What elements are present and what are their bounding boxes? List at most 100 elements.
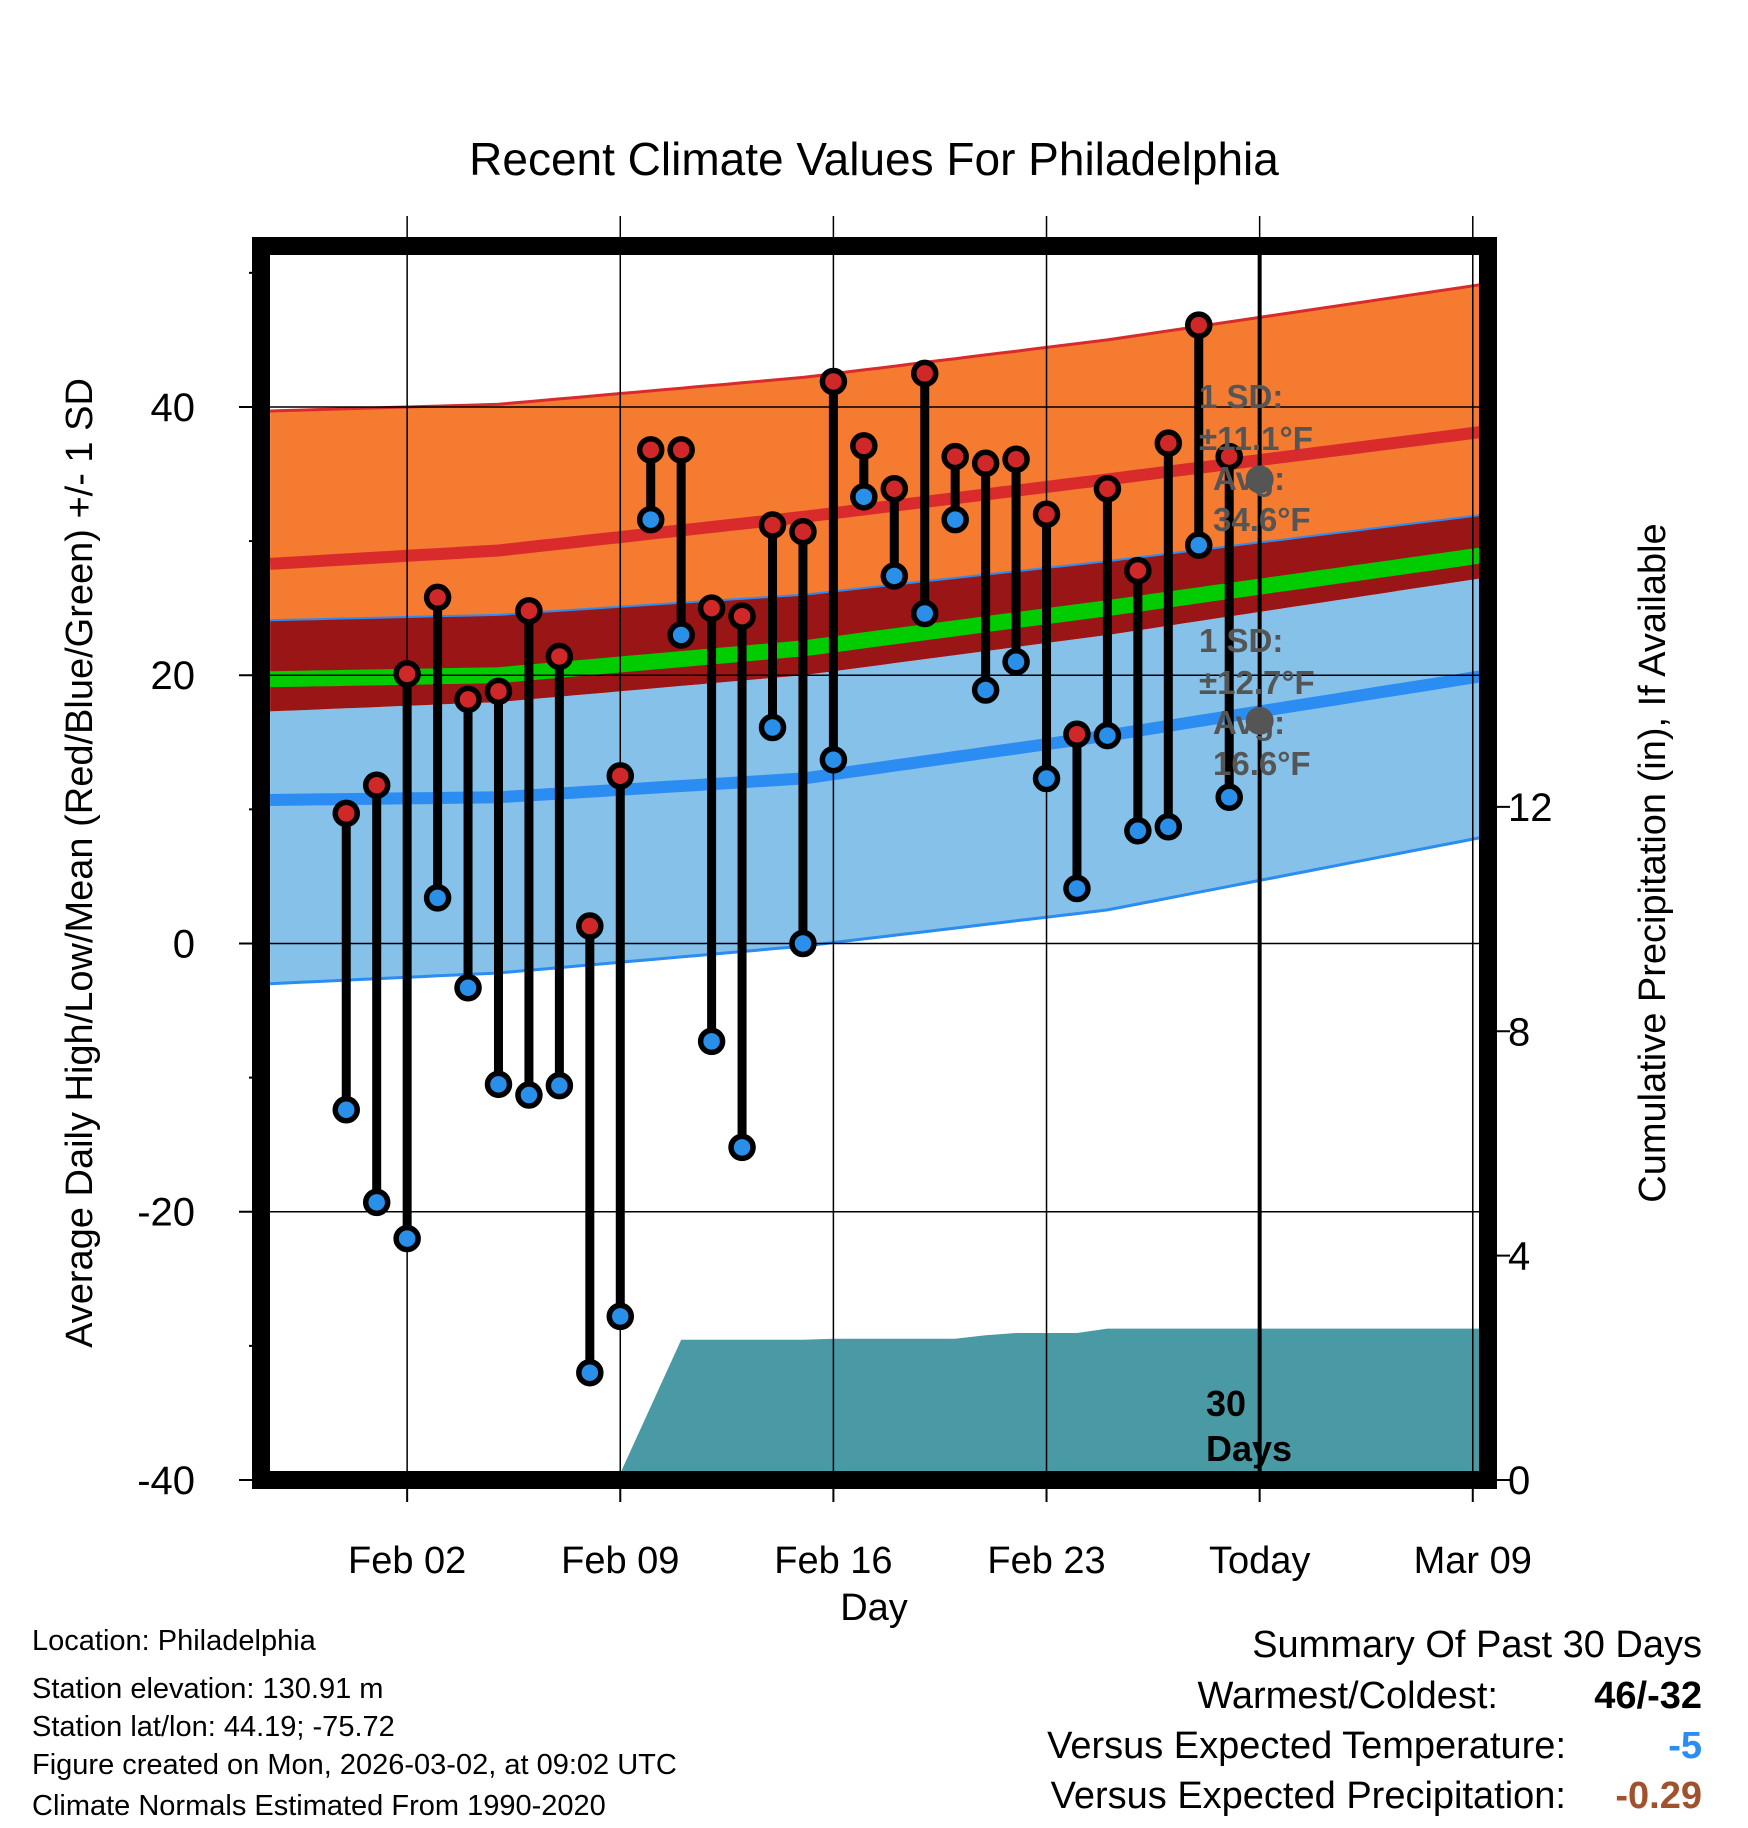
- x-tick-label: Feb 09: [561, 1540, 679, 1582]
- high-temp-marker: [971, 449, 1000, 478]
- low-temp-marker: [1063, 874, 1091, 903]
- high-temp-marker: [1093, 475, 1122, 503]
- chart-title: Recent Climate Values For Philadelphia: [469, 133, 1279, 185]
- low-temp-marker: [393, 1224, 421, 1253]
- today-days-label: 30 Days: [1206, 1383, 1292, 1469]
- y-tick-label: 0: [173, 922, 195, 966]
- plot-frame: [252, 237, 1497, 1489]
- low-temp-marker: [880, 562, 909, 590]
- high-temp-marker: [606, 762, 635, 790]
- daily-markers: [332, 311, 1274, 1387]
- summary-precip-label: Versus Expected Precipitation:: [1050, 1775, 1566, 1817]
- low-temp-marker: [636, 505, 665, 534]
- high-temp-marker: [850, 432, 878, 460]
- low-sd-band: [270, 577, 1489, 984]
- x-tick-label: Feb 02: [348, 1540, 466, 1582]
- y-axis-label-right: Cumulative Precipitation (in), If Availa…: [1632, 523, 1674, 1202]
- precip-area: [270, 1328, 1489, 1480]
- low-avg-label: Avg:: [1213, 704, 1285, 741]
- high-temp-marker: [1154, 429, 1183, 457]
- y-axis-right: 12 8 4 0: [1488, 786, 1553, 1503]
- normal-bands: [269, 282, 1490, 986]
- y2-tick-label: 4: [1508, 1235, 1530, 1279]
- summary-title: Summary Of Past 30 Days: [1252, 1624, 1702, 1666]
- high-annotation: 1 SD: ±11.1°F Avg: 34.6°F: [1199, 378, 1313, 538]
- low-temp-marker: [1093, 721, 1122, 750]
- low-temp-marker: [697, 1027, 726, 1056]
- x-tick-label: Today: [1209, 1540, 1310, 1582]
- low-minus-sd-line: [270, 834, 1489, 986]
- y-tick-label: 20: [151, 654, 196, 698]
- y-tick-label: -40: [137, 1459, 195, 1503]
- high-temp-marker: [545, 642, 574, 671]
- summary-precip-value: -0.29: [1615, 1775, 1702, 1817]
- high-temp-marker: [576, 912, 604, 940]
- high-temp-marker: [636, 436, 665, 464]
- meta-elevation: Station elevation: 130.91 m: [32, 1673, 384, 1705]
- low-temp-marker: [423, 884, 452, 912]
- y-tick-label: 40: [151, 386, 196, 430]
- low-annotation: 1 SD: ±12.7°F Avg: 16.6°F: [1199, 622, 1315, 782]
- low-temp-marker: [1124, 817, 1152, 845]
- low-temp-marker: [667, 621, 695, 649]
- high-sd-value: ±11.1°F: [1199, 420, 1313, 457]
- meta-created: Figure created on Mon, 2026-03-02, at 09…: [32, 1749, 677, 1781]
- summary-warm-cold-label: Warmest/Coldest:: [1197, 1675, 1498, 1717]
- low-temp-marker: [1002, 648, 1030, 676]
- high-temp-marker: [1002, 445, 1030, 474]
- low-temp-marker: [1185, 531, 1213, 559]
- high-temp-marker: [941, 442, 969, 471]
- low-temp-marker: [515, 1081, 543, 1109]
- high-temp-marker: [423, 583, 452, 612]
- low-temp-marker: [789, 929, 817, 958]
- high-temp-marker: [910, 359, 939, 388]
- high-temp-marker: [362, 771, 391, 799]
- meta-latlon: Station lat/lon: 44.19; -75.72: [32, 1711, 395, 1743]
- high-temp-marker: [819, 367, 848, 396]
- x-tick-label: Mar 09: [1414, 1540, 1532, 1582]
- high-temp-marker: [880, 475, 909, 503]
- y-axis-label-left: Average Daily High/Low/Mean (Red/Blue/Gr…: [59, 378, 101, 1348]
- x-tick-label: Feb 16: [774, 1540, 892, 1582]
- low-temp-marker: [758, 713, 787, 742]
- low-temp-marker: [819, 745, 848, 774]
- today-days-number: 30: [1206, 1383, 1246, 1424]
- normal-low-line: [270, 669, 1489, 806]
- low-temp-marker: [362, 1188, 391, 1217]
- summary-warm-cold-value: 46/-32: [1594, 1675, 1702, 1717]
- x-axis: Feb 02 Feb 09 Feb 16 Feb 23 Today Mar 09: [348, 1480, 1532, 1582]
- today-low-avg-marker: [1245, 706, 1274, 735]
- high-temp-marker: [758, 511, 787, 539]
- today-days-word: Days: [1206, 1428, 1292, 1469]
- meta-location: Location: Philadelphia: [32, 1625, 316, 1657]
- high-temp-marker: [789, 517, 817, 546]
- high-avg-value: 34.6°F: [1213, 501, 1311, 538]
- y2-tick-label: 0: [1508, 1459, 1530, 1503]
- high-plus-sd-line: [270, 282, 1489, 413]
- x-tick-label: Feb 23: [987, 1540, 1105, 1582]
- high-temp-marker: [454, 685, 482, 714]
- x-axis-label: Day: [840, 1587, 908, 1629]
- low-temp-marker: [1154, 813, 1183, 841]
- normal-high-line: [269, 425, 1489, 570]
- low-temp-marker: [1032, 764, 1061, 793]
- low-temp-marker: [971, 676, 1000, 704]
- high-temp-marker: [332, 799, 361, 828]
- high-temp-marker: [1215, 442, 1243, 471]
- daily-range-stems: [341, 325, 1234, 1373]
- high-temp-marker: [1032, 500, 1061, 529]
- low-temp-marker: [484, 1070, 513, 1099]
- high-sd-label: 1 SD:: [1199, 378, 1283, 415]
- low-temp-marker: [850, 483, 878, 511]
- summary-temp-label: Versus Expected Temperature:: [1047, 1725, 1566, 1767]
- low-avg-value: 16.6°F: [1213, 745, 1311, 782]
- low-temp-marker: [576, 1358, 604, 1387]
- y2-tick-label: 12: [1508, 786, 1553, 830]
- low-temp-marker: [545, 1071, 574, 1100]
- y2-tick-label: 8: [1508, 1010, 1530, 1054]
- high-temp-marker: [697, 594, 726, 622]
- today-high-avg-marker: [1245, 465, 1274, 494]
- high-temp-marker: [484, 677, 513, 706]
- high-temp-marker: [515, 597, 543, 625]
